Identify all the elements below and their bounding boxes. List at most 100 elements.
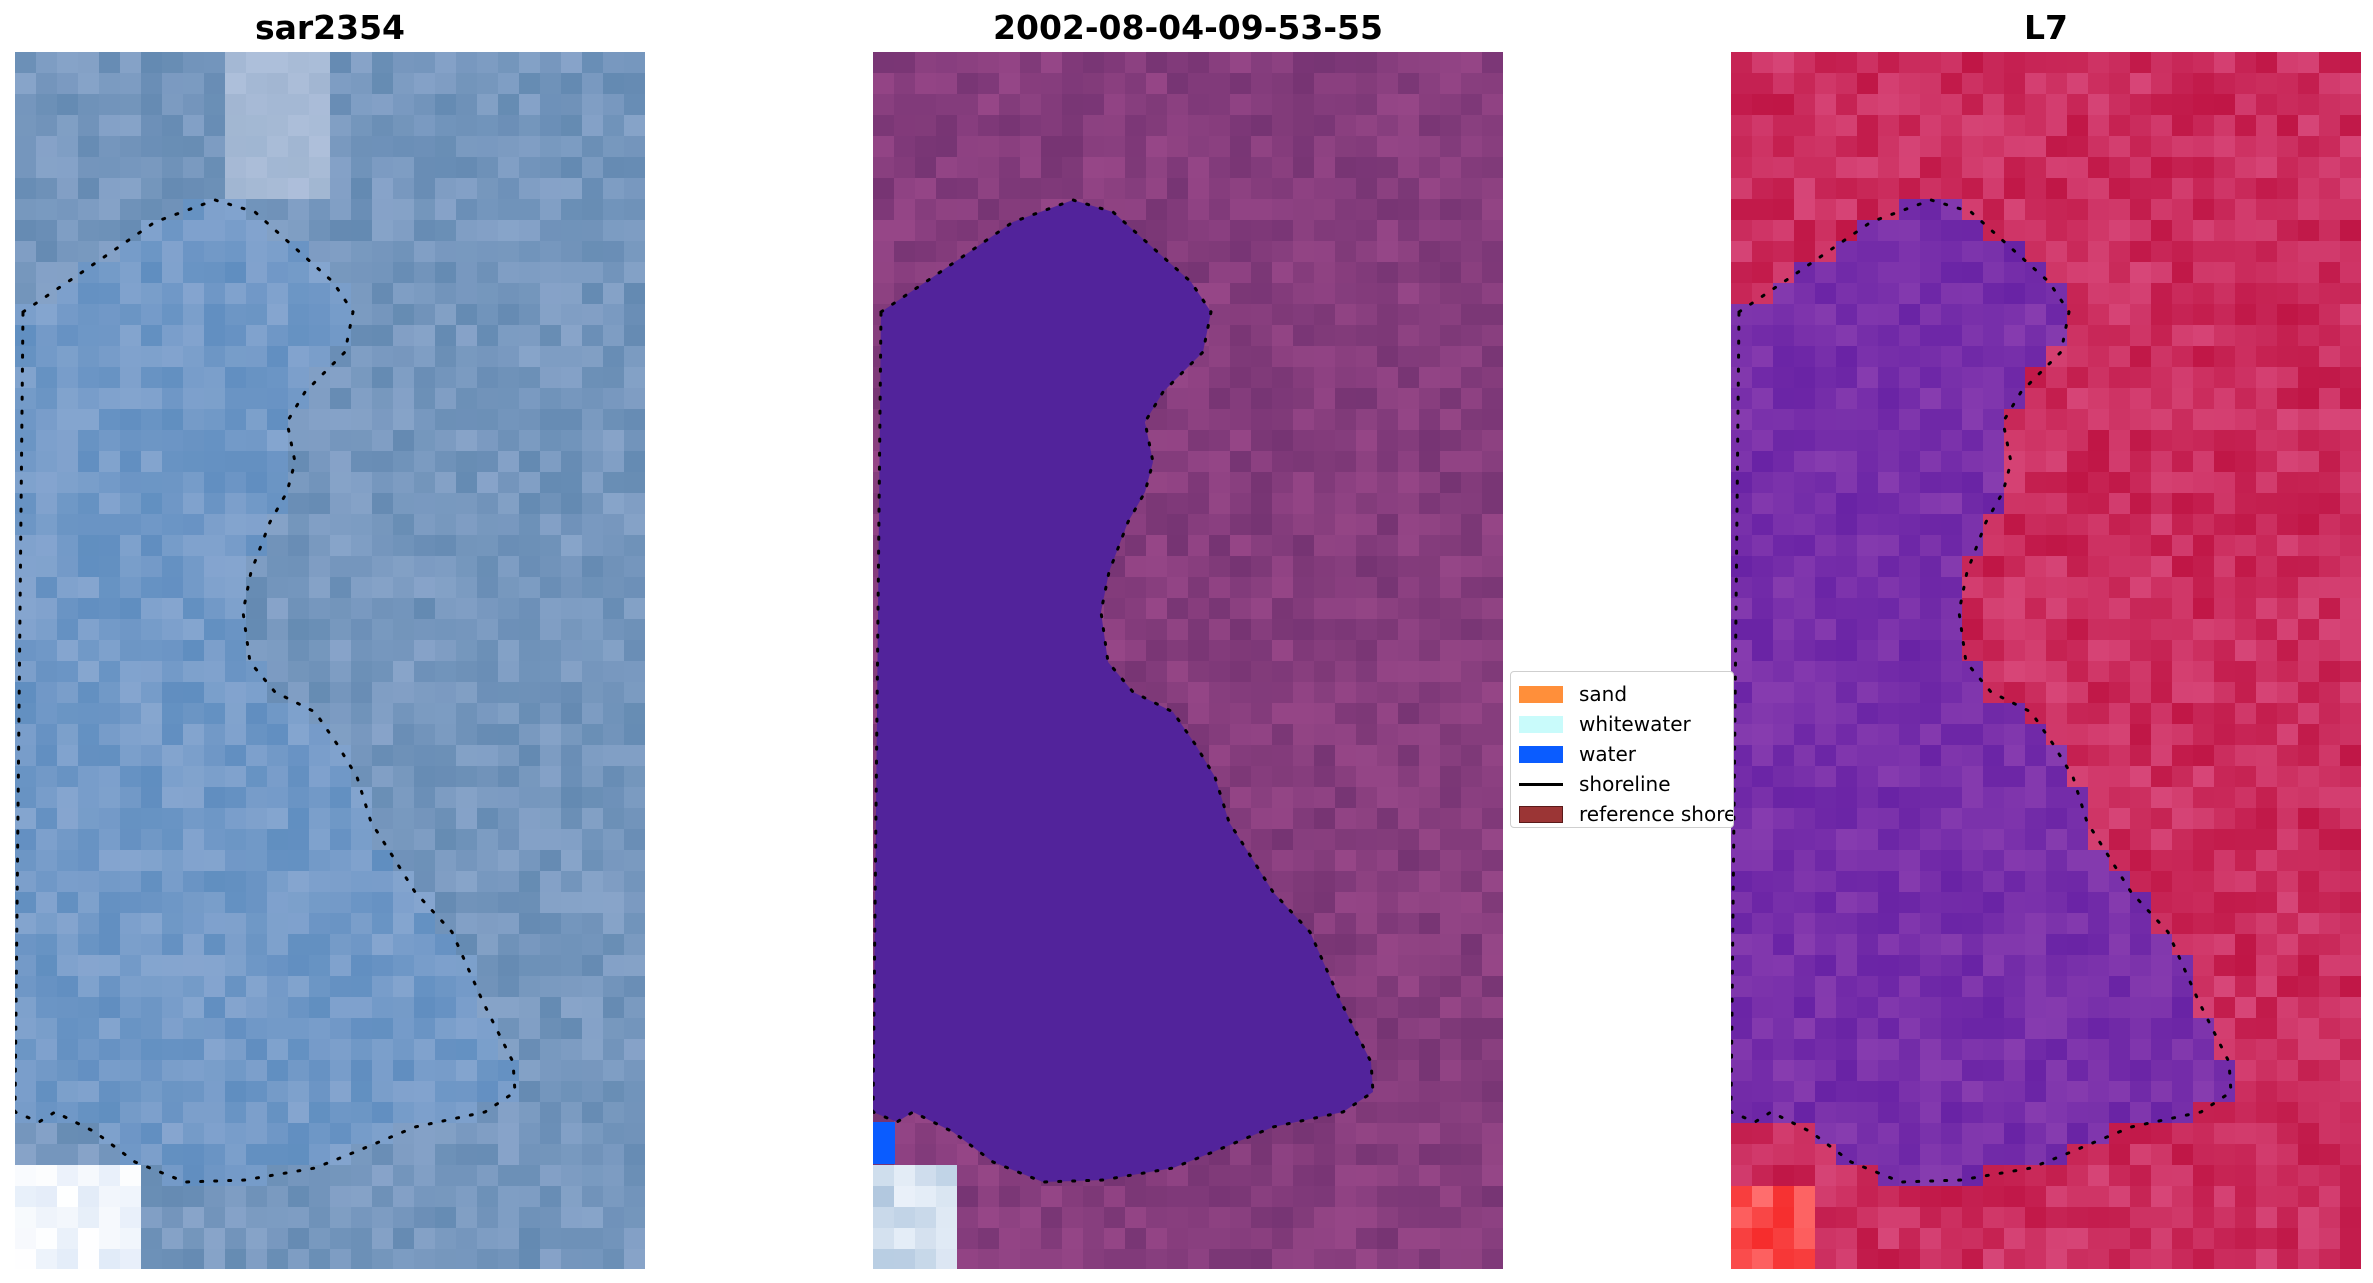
- image-pixel: [78, 451, 99, 472]
- image-pixel: [372, 388, 393, 409]
- image-pixel: [15, 1165, 36, 1186]
- image-pixel: [351, 724, 372, 745]
- image-pixel: [225, 430, 246, 451]
- image-pixel: [2130, 808, 2151, 829]
- image-pixel: [894, 136, 915, 157]
- image-pixel: [540, 367, 561, 388]
- image-pixel: [1815, 367, 1836, 388]
- image-pixel: [246, 472, 267, 493]
- image-pixel: [456, 94, 477, 115]
- image-pixel: [2298, 934, 2319, 955]
- image-pixel: [519, 262, 540, 283]
- image-pixel: [267, 1207, 288, 1228]
- image-pixel: [1962, 661, 1983, 682]
- image-pixel: [414, 766, 435, 787]
- image-pixel: [372, 94, 393, 115]
- image-pixel: [1377, 556, 1398, 577]
- image-pixel: [309, 892, 330, 913]
- image-pixel: [2109, 955, 2130, 976]
- image-pixel: [1419, 661, 1440, 682]
- image-pixel: [1419, 199, 1440, 220]
- image-pixel: [1773, 724, 1794, 745]
- image-pixel: [1962, 493, 1983, 514]
- image-pixel: [246, 283, 267, 304]
- image-pixel: [330, 1144, 351, 1165]
- image-pixel: [225, 787, 246, 808]
- image-pixel: [1356, 430, 1377, 451]
- image-pixel: [372, 871, 393, 892]
- image-pixel: [2130, 52, 2151, 73]
- image-pixel: [2298, 913, 2319, 934]
- image-pixel: [2172, 94, 2193, 115]
- image-pixel: [393, 241, 414, 262]
- image-pixel: [1440, 220, 1461, 241]
- image-pixel: [1941, 493, 1962, 514]
- image-pixel: [519, 808, 540, 829]
- image-pixel: [414, 514, 435, 535]
- image-pixel: [2235, 535, 2256, 556]
- image-pixel: [978, 115, 999, 136]
- image-pixel: [183, 955, 204, 976]
- image-pixel: [456, 892, 477, 913]
- image-pixel: [1314, 703, 1335, 724]
- image-pixel: [1836, 724, 1857, 745]
- image-pixel: [561, 157, 582, 178]
- image-pixel: [2256, 934, 2277, 955]
- image-pixel: [1482, 577, 1503, 598]
- image-pixel: [1272, 1207, 1293, 1228]
- image-pixel: [1773, 997, 1794, 1018]
- image-pixel: [2025, 661, 2046, 682]
- image-pixel: [1314, 94, 1335, 115]
- image-pixel: [183, 556, 204, 577]
- image-pixel: [351, 871, 372, 892]
- image-pixel: [309, 367, 330, 388]
- image-pixel: [1899, 1081, 1920, 1102]
- image-pixel: [414, 934, 435, 955]
- image-pixel: [2025, 955, 2046, 976]
- image-pixel: [1983, 94, 2004, 115]
- image-pixel: [435, 115, 456, 136]
- image-pixel: [330, 52, 351, 73]
- image-pixel: [57, 178, 78, 199]
- image-pixel: [2109, 115, 2130, 136]
- image-pixel: [2214, 703, 2235, 724]
- image-pixel: [183, 745, 204, 766]
- image-pixel: [2151, 388, 2172, 409]
- image-pixel: [1125, 598, 1146, 619]
- image-pixel: [957, 1249, 978, 1269]
- image-pixel: [1878, 787, 1899, 808]
- image-pixel: [2256, 451, 2277, 472]
- image-pixel: [414, 262, 435, 283]
- image-pixel: [1335, 178, 1356, 199]
- image-pixel: [1731, 451, 1752, 472]
- image-pixel: [372, 1186, 393, 1207]
- image-pixel: [1794, 703, 1815, 724]
- image-pixel: [2214, 913, 2235, 934]
- image-pixel: [561, 409, 582, 430]
- image-pixel: [498, 976, 519, 997]
- image-pixel: [915, 262, 936, 283]
- image-pixel: [498, 556, 519, 577]
- image-pixel: [1188, 1186, 1209, 1207]
- image-pixel: [1899, 808, 1920, 829]
- image-pixel: [2025, 283, 2046, 304]
- image-pixel: [1356, 52, 1377, 73]
- image-pixel: [435, 52, 456, 73]
- image-pixel: [1335, 703, 1356, 724]
- image-pixel: [1335, 871, 1356, 892]
- image-pixel: [1272, 850, 1293, 871]
- image-pixel: [1899, 535, 1920, 556]
- image-pixel: [2067, 1039, 2088, 1060]
- image-pixel: [2046, 178, 2067, 199]
- image-pixel: [1482, 997, 1503, 1018]
- image-pixel: [498, 73, 519, 94]
- image-pixel: [2046, 262, 2067, 283]
- image-pixel: [2151, 997, 2172, 1018]
- image-pixel: [225, 955, 246, 976]
- image-pixel: [225, 1123, 246, 1144]
- image-pixel: [1377, 640, 1398, 661]
- image-pixel: [99, 913, 120, 934]
- image-pixel: [2109, 220, 2130, 241]
- image-pixel: [1440, 451, 1461, 472]
- image-pixel: [99, 1228, 120, 1249]
